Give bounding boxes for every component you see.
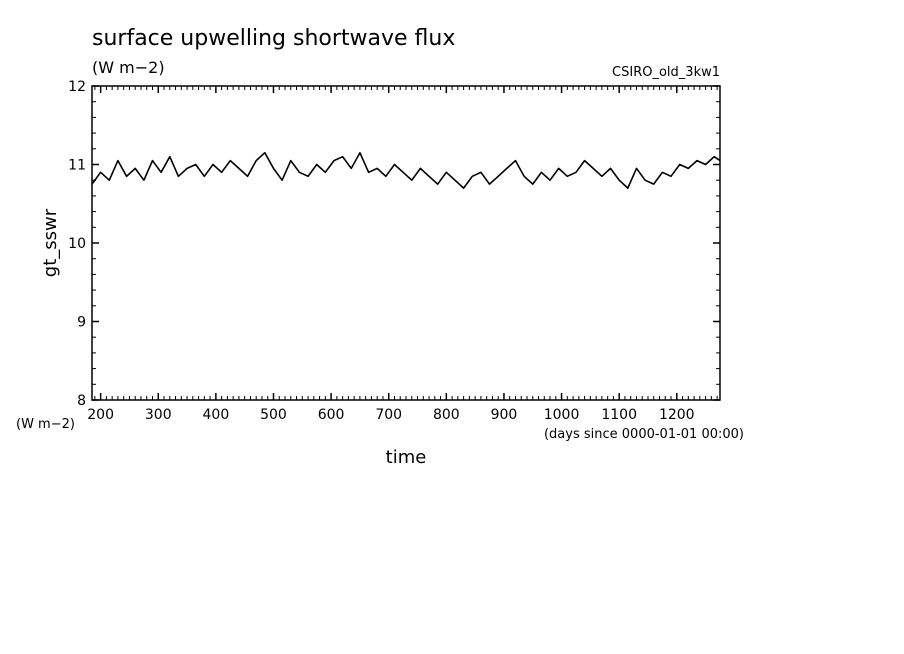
x-tick-label: 300 xyxy=(145,407,172,423)
series-line xyxy=(91,151,721,189)
plot-frame xyxy=(91,85,721,401)
x-tick-label: 1100 xyxy=(601,407,637,423)
x-tick-label: 1200 xyxy=(659,407,695,423)
x-tick-label: 200 xyxy=(87,407,114,423)
chart-title: surface upwelling shortwave flux xyxy=(92,26,455,51)
y-tick-label: 9 xyxy=(77,315,86,331)
x-tick-label: 1000 xyxy=(544,407,580,423)
y-tick-label: 8 xyxy=(77,393,86,409)
x-tick-label: 600 xyxy=(318,407,345,423)
chart-subtitle: (W m−2) xyxy=(92,58,165,77)
y-tick-label: 12 xyxy=(68,79,86,95)
x-tick-label: 800 xyxy=(433,407,460,423)
y-axis-label: gt_sswr xyxy=(40,208,61,277)
x-axis-label: time xyxy=(386,447,427,468)
y-tick-label: 11 xyxy=(68,158,86,174)
x-axis-units: (days since 0000-01-01 00:00) xyxy=(544,427,744,442)
x-tick-label: 500 xyxy=(260,407,287,423)
minor-ticks xyxy=(92,86,720,400)
x-axis-ticks: 200 300 400 500 600 700 800 900 1000 1100 1200 xyxy=(87,86,695,423)
y-axis-units: (W m−2) xyxy=(16,417,75,432)
y-tick-label: 10 xyxy=(68,236,86,252)
x-tick-label: 900 xyxy=(491,407,518,423)
x-tick-label: 700 xyxy=(375,407,402,423)
dataset-label: CSIRO_old_3kw1 xyxy=(612,65,720,80)
x-tick-label: 400 xyxy=(203,407,230,423)
series-group xyxy=(91,151,721,189)
y-axis-ticks: 8 9 10 11 12 xyxy=(68,79,720,409)
